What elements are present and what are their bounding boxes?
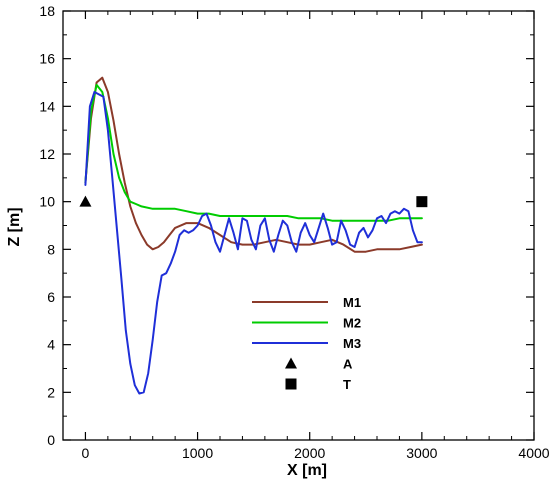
y-tick-label: 16 (39, 51, 55, 67)
y-tick-label: 6 (47, 289, 55, 305)
marker-layer (79, 195, 428, 208)
y-tick-label: 2 (47, 384, 55, 400)
series-line-m3 (84, 91, 423, 395)
y-axis-ticks: 0 2 4 6 8 10 12 14 16 18 (39, 3, 534, 448)
legend-label-a: A (343, 357, 353, 372)
series-layer (84, 76, 423, 395)
y-tick-label: 10 (39, 194, 55, 210)
legend-label-m1: M1 (343, 295, 361, 310)
x-tick-label: 1000 (182, 445, 213, 461)
x-tick-label: 0 (82, 445, 90, 461)
y-tick-label: 18 (39, 3, 55, 19)
legend-label-t: T (343, 377, 351, 392)
marker-t (416, 196, 428, 208)
y-axis-title: Z [m] (6, 207, 23, 246)
y-tick-label: 0 (47, 432, 55, 448)
y-tick-label: 12 (39, 146, 55, 162)
y-tick-label: 4 (47, 337, 55, 353)
legend-label-m2: M2 (343, 316, 361, 331)
x-tick-label: 2000 (294, 445, 325, 461)
series-line-m2 (84, 83, 423, 222)
marker-a-legend (285, 357, 297, 369)
legend: M1 M2 M3 AT (252, 295, 361, 392)
series-line-m1 (84, 76, 423, 253)
marker-t-legend (285, 378, 297, 390)
y-tick-label: 14 (39, 98, 55, 114)
marker-a (79, 195, 92, 207)
x-tick-label: 3000 (406, 445, 437, 461)
y-tick-label: 8 (47, 241, 55, 257)
x-axis-title: X [m] (287, 462, 327, 479)
x-tick-label: 4000 (518, 445, 549, 461)
x-axis-ticks: 0 1000 2000 3000 4000 (62, 11, 550, 461)
legend-label-m3: M3 (343, 336, 361, 351)
